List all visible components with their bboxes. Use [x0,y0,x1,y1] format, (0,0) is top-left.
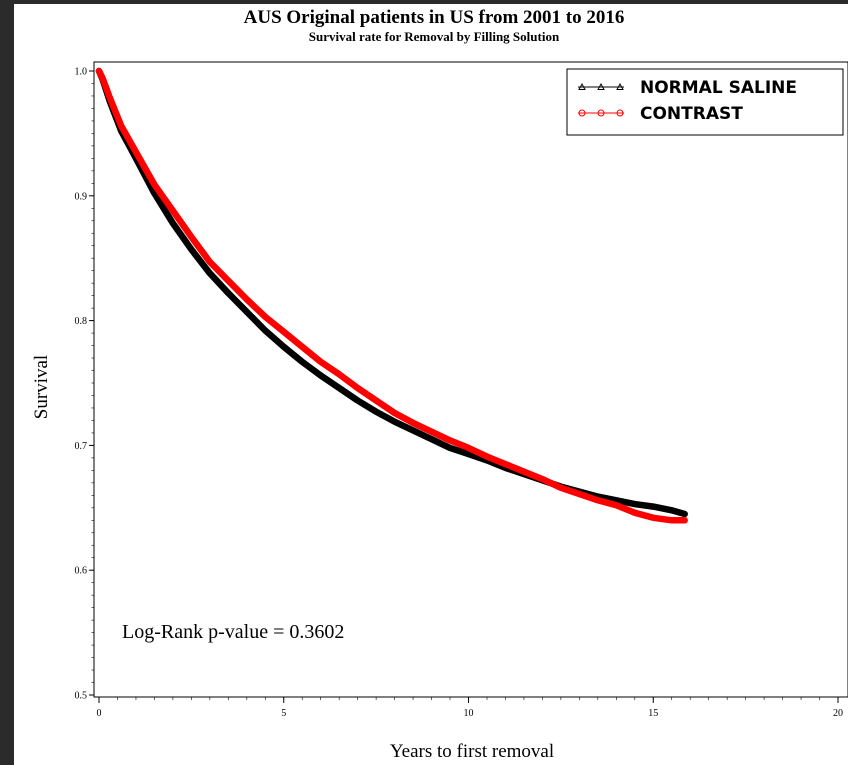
x-tick-label: 0 [97,708,102,719]
data-point [264,315,267,319]
y-tick-label: 0.8 [75,316,88,327]
circle-marker-icon [597,109,605,117]
data-point [683,512,686,516]
data-point [430,430,433,433]
data-point [97,69,101,73]
data-point [171,222,175,225]
chart-frame: AUS Original patients in US from 2001 to… [14,4,848,765]
y-axis: 0.5 0.6 0.7 0.8 0.9 1.0 [75,67,94,702]
data-point [264,329,267,332]
data-point [337,386,341,390]
y-axis-label: Survival [31,355,52,419]
data-point [522,470,526,473]
data-point [448,446,452,450]
data-point [559,486,563,490]
data-point [319,360,322,363]
data-point [282,345,285,349]
legend-label: NORMAL SALINE [640,78,797,98]
series-layer [95,67,688,524]
chart-title: AUS Original patients in US from 2001 to… [244,7,625,28]
data-point [356,399,359,402]
data-point [374,399,378,402]
circle-marker-icon [616,109,624,117]
data-point [541,477,544,481]
data-point [301,360,304,363]
data-point [393,420,396,423]
data-point [208,260,212,264]
data-point [301,345,304,349]
data-point [153,183,156,186]
data-point [134,150,138,154]
data-point [633,502,636,506]
data-point [411,421,415,425]
data-point [683,519,686,522]
data-point [319,374,322,377]
triangle-marker-icon [616,82,624,90]
y-tick-label: 0.5 [75,691,88,702]
data-point [411,429,415,432]
y-tick-label: 0.9 [75,191,88,202]
data-point [652,505,655,508]
data-point [337,373,341,376]
survival-chart: AUS Original patients in US from 2001 to… [31,7,848,762]
data-point [227,291,230,295]
data-point [282,330,285,334]
data-point [190,235,193,239]
data-point [208,271,212,275]
data-point [108,97,112,100]
plot-area [93,61,848,698]
data-point [596,499,600,502]
data-point [670,519,673,522]
data-point [615,499,618,502]
data-point [190,248,193,251]
data-point [467,446,470,450]
data-point [119,124,123,128]
data-point [615,504,618,507]
legend-box [566,68,844,136]
triangle-marker-icon [597,82,605,90]
data-point [245,310,248,314]
data-point [153,192,156,195]
data-point [504,462,507,466]
data-point [448,439,452,442]
data-point [374,410,378,413]
data-point [171,209,175,212]
x-tick-label: 5 [281,708,286,719]
x-axis-label: Years to first removal [390,741,554,762]
triangle-marker-icon [578,82,586,90]
data-point [393,411,396,415]
data-point [245,298,248,301]
x-tick-label: 15 [648,708,658,719]
data-point [670,509,673,512]
data-point [652,516,655,519]
data-point [227,279,230,282]
chart-subtitle: Survival rate for Removal by Filling Sol… [309,29,560,44]
legend: NORMAL SALINE CONTRAST [566,68,844,136]
circle-marker-icon [578,109,586,117]
x-tick-label: 20 [833,708,843,719]
x-axis: 0 5 10 15 20 [97,697,843,719]
legend-label: CONTRAST [640,104,743,124]
y-tick-label: 1.0 [75,67,88,78]
x-tick-label: 10 [464,708,474,719]
data-point [430,437,433,441]
data-point [356,386,359,390]
log-rank-annotation: Log-Rank p-value = 0.3602 [122,621,344,643]
data-point [101,77,104,80]
y-tick-label: 0.7 [75,441,88,452]
data-point [578,492,581,496]
data-point [633,511,636,514]
data-point [467,452,470,456]
y-tick-label: 0.6 [75,566,88,577]
data-point [485,455,489,458]
